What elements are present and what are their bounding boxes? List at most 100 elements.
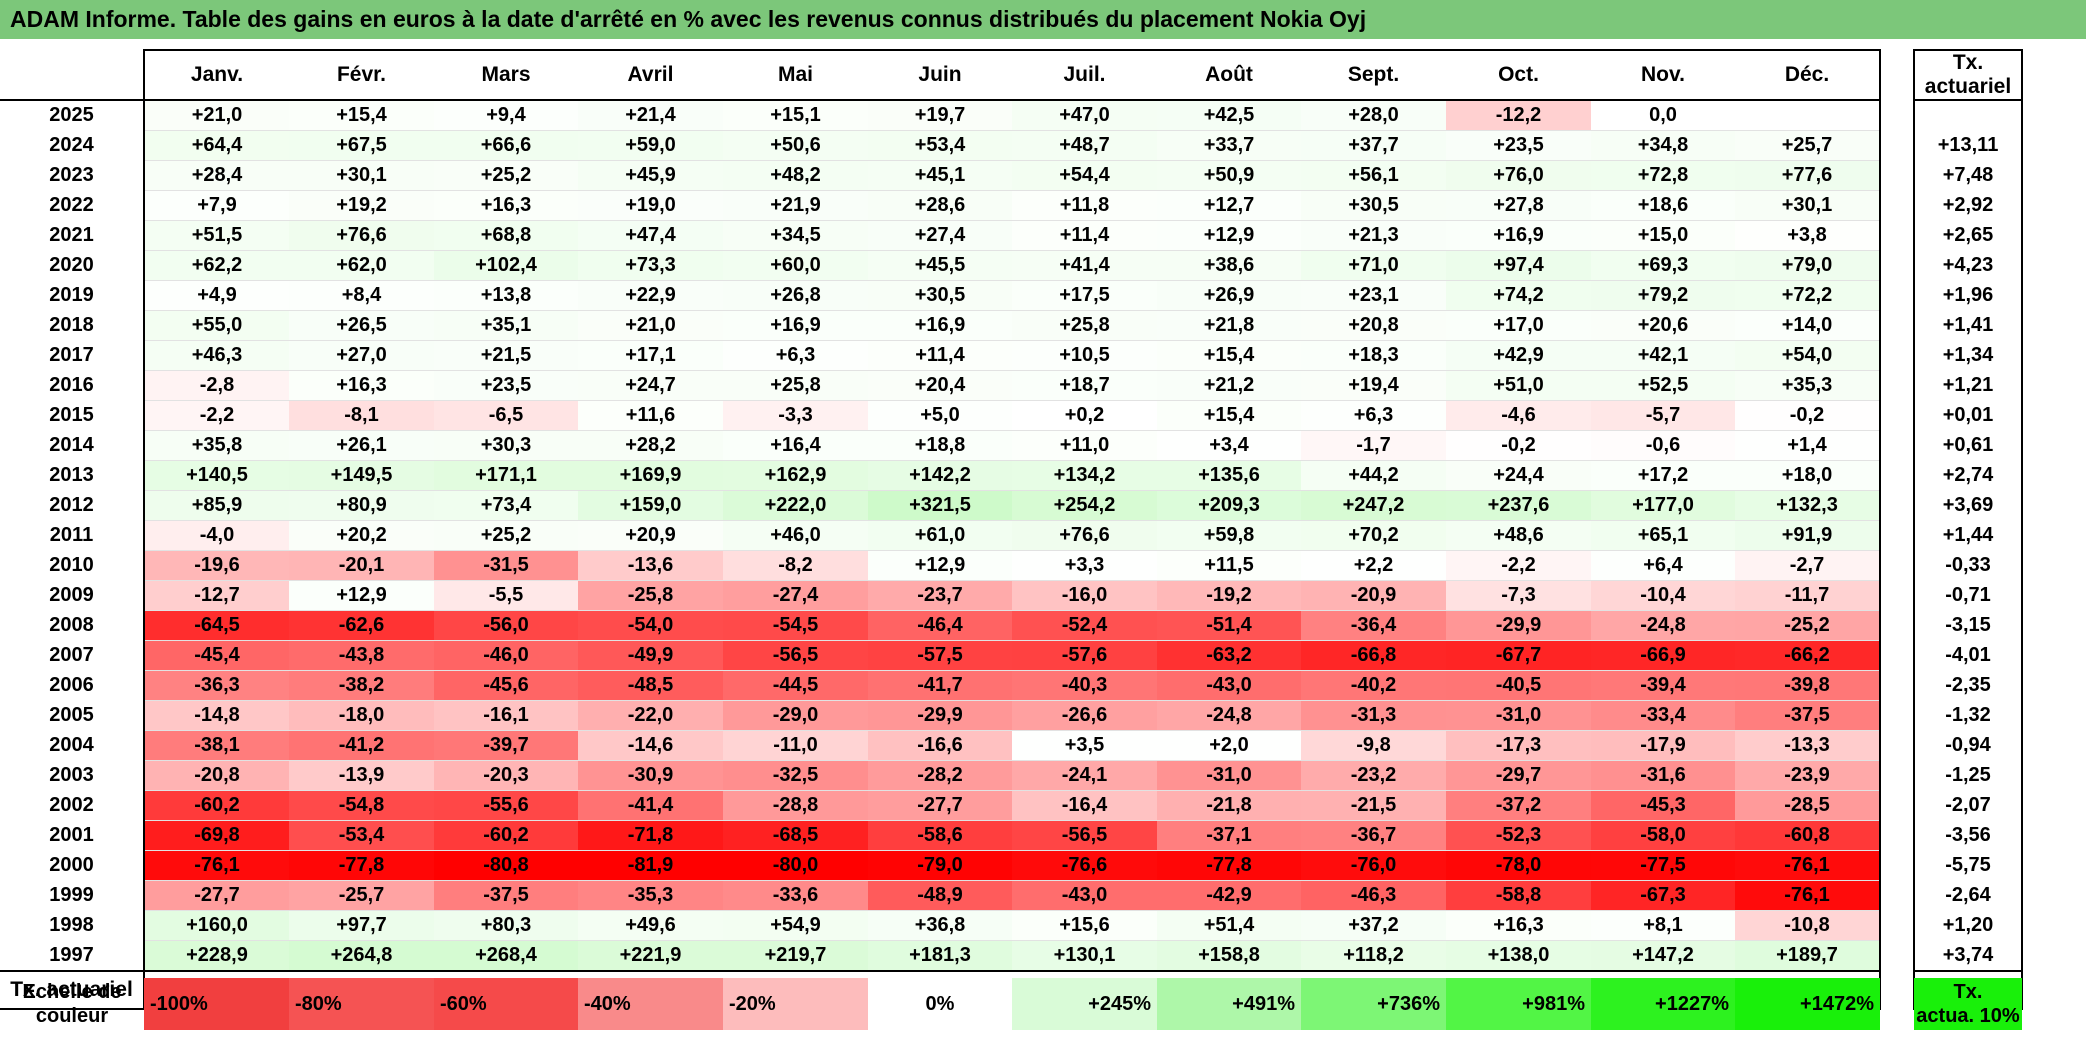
value-cell: -80,0 [723, 850, 868, 881]
value-cell: +11,8 [1012, 190, 1157, 221]
value-cell: +76,6 [1012, 520, 1157, 551]
value-cell: +30,1 [1735, 190, 1881, 221]
value-cell: -12,2 [1446, 100, 1591, 131]
annual-rate-cell: +1,41 [1913, 310, 2023, 341]
scale-stop: +981% [1446, 978, 1591, 1030]
table-body: 2025 +21,0 +15,4 +9,4 +21,4 +15,1 +19,7 +47,0 +4… [0, 100, 2023, 972]
year-label: 1999 [49, 884, 94, 906]
value-cell: -24,1 [1012, 760, 1157, 791]
year-label: 2006 [49, 674, 94, 696]
value-cell: +7,9 [143, 190, 289, 221]
value-cell: +46,3 [143, 340, 289, 371]
annual-rate-cell: -3,15 [1913, 610, 2023, 641]
value-cell: +25,8 [723, 370, 868, 401]
value-cell: +6,4 [1591, 550, 1735, 581]
value-cell: +15,4 [1157, 340, 1301, 371]
value-cell: +91,9 [1735, 520, 1881, 551]
annual-rate-cell: +0,01 [1913, 400, 2023, 431]
value-cell: -60,2 [434, 820, 578, 851]
value-cell: -8,2 [723, 550, 868, 581]
value-cell: +26,8 [723, 280, 868, 311]
value-cell: +149,5 [289, 460, 434, 491]
year-label: 2022 [49, 194, 94, 216]
spacer-cell [1880, 550, 1914, 581]
scale-act-line2: actua. 10% [1916, 1005, 2020, 1027]
value-cell: +16,9 [868, 310, 1012, 341]
value-cell: -62,6 [289, 610, 434, 641]
value-cell: -43,0 [1012, 880, 1157, 911]
annual-rate-cell: +3,74 [1913, 940, 2023, 971]
page-title: ADAM Informe. Table des gains en euros à… [0, 0, 2086, 39]
value-cell: -12,7 [143, 580, 289, 611]
column-header: Janv. [143, 49, 289, 101]
spacer-cell [1880, 490, 1914, 521]
value-cell: +20,9 [578, 520, 723, 551]
value-cell: +19,7 [868, 100, 1012, 131]
value-cell: +20,2 [289, 520, 434, 551]
value-cell: -77,8 [1157, 850, 1301, 881]
value-cell: +162,9 [723, 460, 868, 491]
value-cell: +15,1 [723, 100, 868, 131]
table-row: 2021 +51,5 +76,6 +68,8 +47,4 +34,5 +27,4 +11,4 +… [0, 220, 2023, 251]
value-cell: -11,7 [1735, 580, 1881, 611]
gains-table: Janv. Févr. Mars Avril Mai Juin Juil. Août Sept.… [0, 49, 2023, 1010]
value-cell: +68,8 [434, 220, 578, 251]
value-cell: -43,8 [289, 640, 434, 671]
value-cell: -3,3 [723, 400, 868, 431]
value-cell: +2,0 [1157, 730, 1301, 761]
spacer-cell [1880, 50, 1914, 100]
value-cell: +54,4 [1012, 160, 1157, 191]
spacer-cell [1880, 610, 1914, 641]
scale-stop: -40% [578, 978, 723, 1030]
scale-stop: +736% [1301, 978, 1446, 1030]
value-cell: +11,4 [868, 340, 1012, 371]
value-cell: +21,0 [143, 100, 289, 131]
value-cell: -29,7 [1446, 760, 1591, 791]
value-cell: +3,5 [1012, 730, 1157, 761]
value-cell: +66,6 [434, 130, 578, 161]
value-cell: +23,1 [1301, 280, 1446, 311]
year-label: 2004 [49, 734, 94, 756]
value-cell: -24,8 [1591, 610, 1735, 641]
value-cell: +209,3 [1157, 490, 1301, 521]
value-cell: +26,5 [289, 310, 434, 341]
value-cell: +8,4 [289, 280, 434, 311]
value-cell: -52,3 [1446, 820, 1591, 851]
scale-act-line1: Tx. [1953, 981, 1983, 1003]
value-cell: -27,4 [723, 580, 868, 611]
spacer-cell [1880, 190, 1914, 221]
value-cell: +37,7 [1301, 130, 1446, 161]
value-cell: -37,5 [1735, 700, 1881, 731]
value-cell: +20,4 [868, 370, 1012, 401]
value-cell: +15,0 [1591, 220, 1735, 251]
annual-rate-cell: -1,25 [1913, 760, 2023, 791]
value-cell: +73,3 [578, 250, 723, 281]
value-cell: -33,4 [1591, 700, 1735, 731]
annual-rate-cell: +4,23 [1913, 250, 2023, 281]
value-cell: +22,9 [578, 280, 723, 311]
value-cell: +142,2 [868, 460, 1012, 491]
annual-rate-cell [1913, 100, 2023, 131]
value-cell: -76,6 [1012, 850, 1157, 881]
value-cell: -71,8 [578, 820, 723, 851]
value-cell: +15,4 [1157, 400, 1301, 431]
value-cell: +77,6 [1735, 160, 1881, 191]
value-cell: -57,6 [1012, 640, 1157, 671]
value-cell: +3,8 [1735, 220, 1881, 251]
value-cell: +19,2 [289, 190, 434, 221]
value-cell: +33,7 [1157, 130, 1301, 161]
value-cell: -27,7 [143, 880, 289, 911]
value-cell: -20,9 [1301, 580, 1446, 611]
value-cell: +11,5 [1157, 550, 1301, 581]
spacer-cell [1880, 520, 1914, 551]
value-cell: +97,7 [289, 910, 434, 941]
table-row: 2009 -12,7 +12,9 -5,5 -25,8 -27,4 -23,7 -16,0 -1… [0, 580, 2023, 611]
value-cell: +21,2 [1157, 370, 1301, 401]
annual-rate-cell: +2,92 [1913, 190, 2023, 221]
year-label: 2007 [49, 644, 94, 666]
value-cell: +14,0 [1735, 310, 1881, 341]
table-row: 1998 +160,0 +97,7 +80,3 +49,6 +54,9 +36,8 +15,6… [0, 910, 2023, 941]
value-cell: -44,5 [723, 670, 868, 701]
value-cell: -43,0 [1157, 670, 1301, 701]
spacer-cell [1880, 700, 1914, 731]
